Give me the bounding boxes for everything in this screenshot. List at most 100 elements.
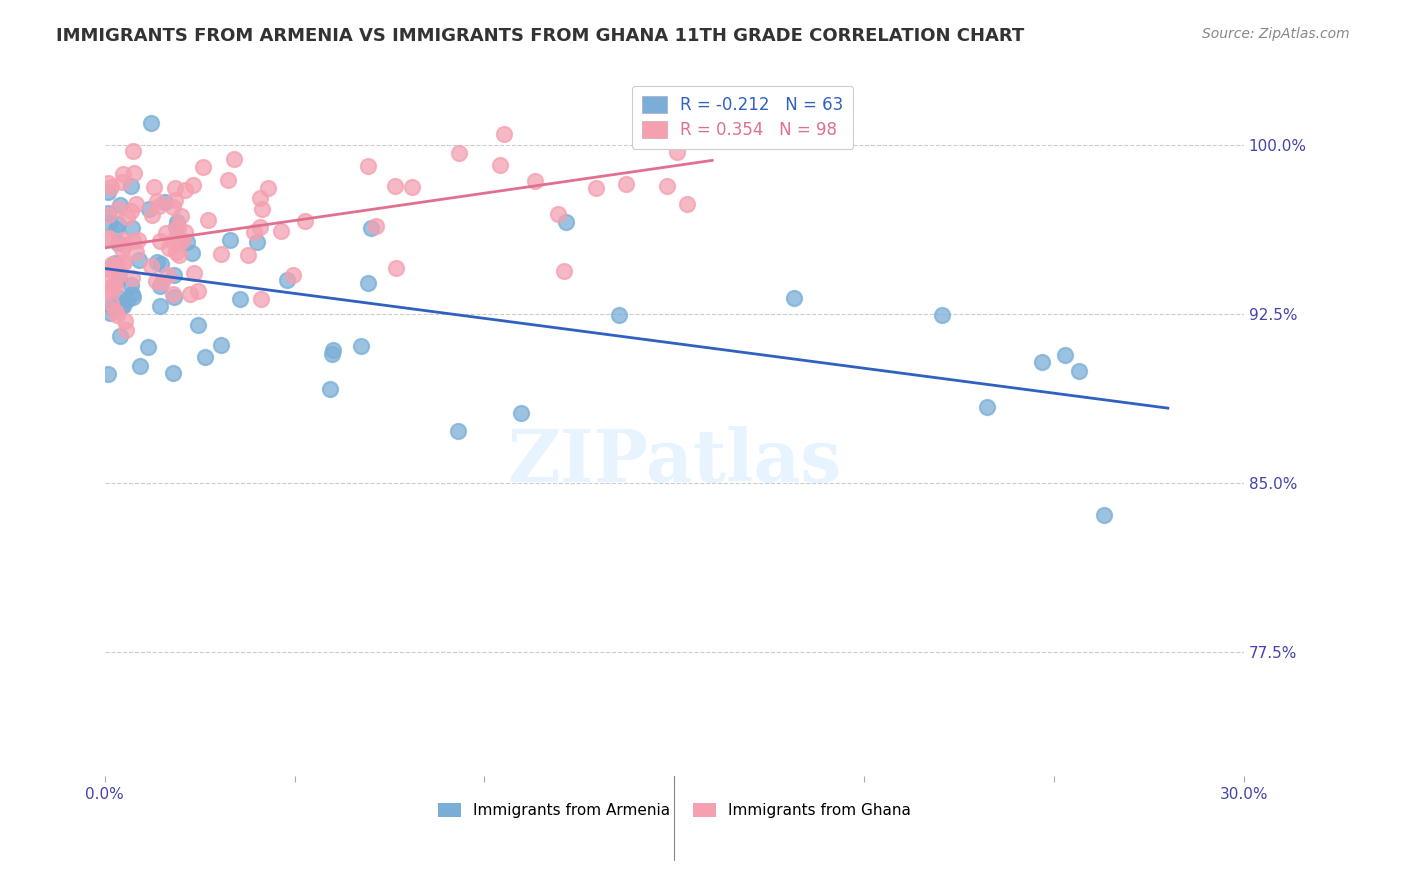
Point: [121, 287, 143, 301]
Point: [276, 273, 298, 287]
Point: [167, 235, 190, 250]
Point: [170, 234, 193, 248]
Point: [191, 161, 214, 175]
Point: [163, 290, 186, 304]
Point: [122, 290, 145, 304]
Point: [97, 177, 120, 191]
Point: [97, 186, 120, 200]
Point: [108, 329, 131, 343]
Point: [145, 255, 167, 269]
Point: [385, 260, 408, 275]
Point: [100, 282, 122, 296]
Point: [194, 350, 217, 364]
Point: [249, 219, 271, 234]
Point: [105, 222, 128, 236]
Point: [447, 146, 470, 161]
Point: [115, 210, 138, 224]
Point: [682, 127, 704, 141]
Point: [494, 127, 516, 141]
Point: [162, 287, 184, 301]
Point: [120, 179, 142, 194]
Point: [183, 266, 205, 280]
Point: [105, 260, 128, 275]
Legend: Immigrants from Armenia, Immigrants from Ghana: Immigrants from Armenia, Immigrants from…: [432, 797, 917, 824]
Point: [97, 208, 120, 222]
Point: [360, 220, 382, 235]
Point: [555, 215, 578, 229]
Point: [931, 308, 953, 322]
Point: [294, 214, 316, 228]
Point: [112, 233, 135, 247]
Point: [121, 270, 143, 285]
Point: [165, 181, 187, 195]
Point: [101, 277, 124, 292]
Point: [97, 284, 120, 298]
Point: [162, 200, 184, 214]
Point: [447, 424, 470, 438]
Point: [125, 244, 148, 259]
Point: [149, 234, 172, 248]
Point: [155, 226, 177, 240]
Point: [319, 382, 342, 396]
Point: [585, 180, 607, 194]
Point: [174, 183, 197, 197]
Point: [655, 179, 678, 194]
Point: [162, 234, 184, 248]
Point: [112, 167, 135, 181]
Point: [187, 285, 209, 299]
Point: [117, 293, 139, 307]
Point: [107, 217, 129, 231]
Point: [110, 298, 132, 312]
Point: [153, 195, 176, 210]
Point: [129, 359, 152, 374]
Point: [364, 219, 387, 233]
Point: [179, 287, 201, 301]
Point: [111, 175, 134, 189]
Point: [219, 234, 242, 248]
Point: [1069, 364, 1091, 378]
Point: [122, 234, 145, 248]
Point: [229, 293, 252, 307]
Point: [112, 255, 135, 269]
Point: [101, 299, 124, 313]
Point: [270, 224, 292, 238]
Point: [162, 366, 184, 380]
Point: [108, 271, 131, 285]
Point: [142, 179, 165, 194]
Point: [181, 246, 204, 260]
Point: [165, 219, 187, 234]
Point: [128, 252, 150, 267]
Point: [122, 166, 145, 180]
Point: [165, 244, 187, 259]
Point: [283, 268, 305, 282]
Point: [136, 340, 159, 354]
Point: [197, 213, 219, 227]
Point: [510, 406, 533, 420]
Point: [357, 160, 380, 174]
Point: [120, 204, 142, 219]
Point: [170, 209, 193, 223]
Point: [1031, 354, 1053, 368]
Point: [97, 262, 120, 277]
Point: [252, 202, 274, 217]
Point: [141, 208, 163, 222]
Point: [145, 274, 167, 288]
Point: [148, 279, 170, 293]
Point: [121, 221, 143, 235]
Point: [107, 267, 129, 281]
Point: [176, 235, 198, 249]
Point: [114, 314, 136, 328]
Point: [167, 220, 190, 235]
Point: [103, 256, 125, 270]
Point: [257, 181, 280, 195]
Point: [149, 299, 172, 313]
Point: [607, 309, 630, 323]
Point: [690, 127, 713, 141]
Point: [127, 233, 149, 247]
Point: [139, 115, 162, 129]
Point: [209, 246, 232, 260]
Point: [100, 268, 122, 283]
Point: [167, 248, 190, 262]
Point: [174, 225, 197, 239]
Point: [187, 318, 209, 332]
